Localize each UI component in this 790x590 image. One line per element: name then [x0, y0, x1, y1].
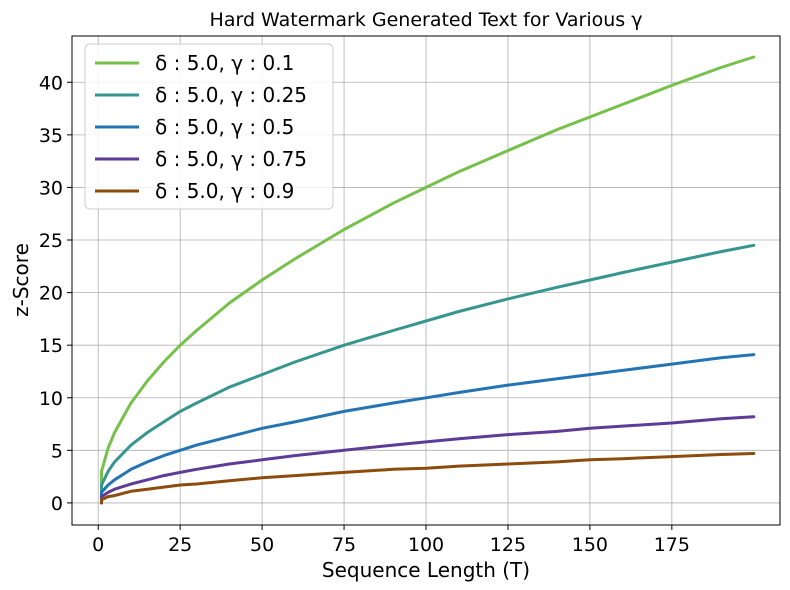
x-tick-label: 75 [332, 534, 356, 556]
x-tick-label: 150 [572, 534, 608, 556]
y-tick-label: 40 [39, 72, 63, 94]
legend: δ : 5.0, γ : 0.1 δ : 5.0, γ : 0.25 δ : 5.0… [84, 43, 334, 210]
legend-box [84, 43, 334, 210]
y-tick-label: 35 [39, 125, 63, 147]
y-tick-label: 10 [39, 388, 63, 410]
legend-label-1: δ : 5.0, γ : 0.1 [155, 51, 294, 75]
chart-title: Hard Watermark Generated Text for Variou… [210, 9, 643, 31]
legend-label-5: δ : 5.0, γ : 0.9 [155, 179, 294, 203]
x-tick-label: 0 [92, 534, 104, 556]
x-tick-label: 100 [408, 534, 444, 556]
y-tick-label: 25 [39, 230, 63, 252]
y-tick-label: 5 [51, 440, 63, 462]
x-axis-ticks: 0 25 50 75 100 125 150 175 [92, 525, 690, 556]
series-line-5 [100, 452, 756, 505]
legend-label-2: δ : 5.0, γ : 0.25 [155, 83, 307, 107]
y-axis-title: z-Score [9, 243, 33, 317]
y-tick-label: 15 [39, 335, 63, 357]
x-tick-label: 175 [654, 534, 690, 556]
series-line-2 [100, 243, 756, 505]
series-lines [100, 55, 756, 505]
legend-label-3: δ : 5.0, γ : 0.5 [155, 115, 294, 139]
series-line-3 [100, 353, 756, 505]
grid [72, 36, 780, 525]
y-tick-label: 30 [39, 177, 63, 199]
legend-label-4: δ : 5.0, γ : 0.75 [155, 147, 307, 171]
x-tick-label: 25 [168, 534, 192, 556]
series-line-4 [100, 415, 756, 505]
series-line-1 [100, 55, 756, 505]
x-axis-title: Sequence Length (T) [322, 558, 530, 582]
y-axis-ticks: 0 5 10 15 20 25 30 35 40 [39, 72, 72, 515]
y-tick-label: 0 [51, 493, 63, 515]
y-tick-label: 20 [39, 283, 63, 305]
x-tick-label: 125 [490, 534, 526, 556]
x-tick-label: 50 [250, 534, 274, 556]
